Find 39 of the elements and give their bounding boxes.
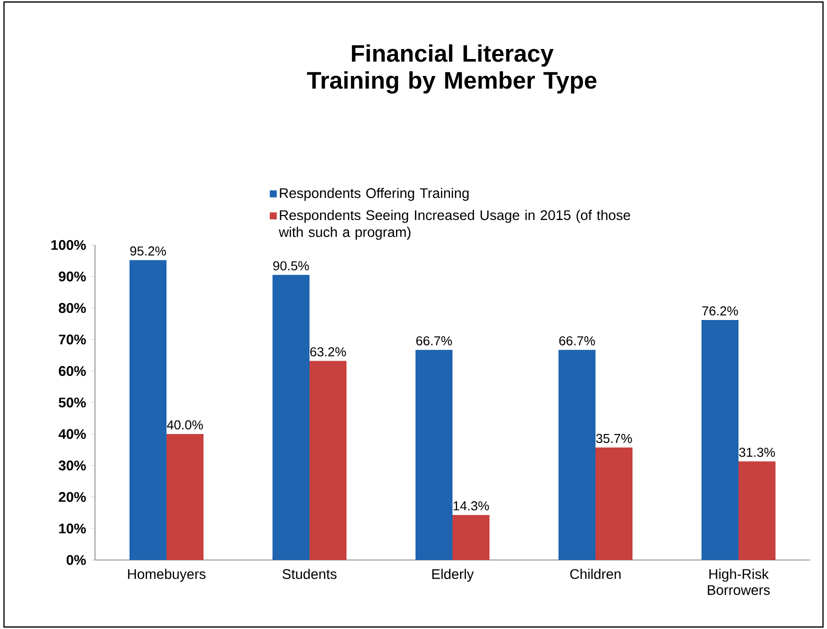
y-tick-label: 20% — [58, 492, 86, 502]
data-label: 95.2% — [130, 246, 166, 256]
bar — [166, 434, 204, 560]
y-tick-label: 80% — [58, 303, 86, 313]
bar — [596, 448, 633, 560]
chart-title: Financial Literacy Training by Member Type — [307, 44, 596, 94]
x-tick-label: Students — [282, 568, 337, 580]
x-tick-label: Children — [570, 568, 621, 580]
y-tick-label: 30% — [58, 460, 86, 470]
data-label: 66.7% — [559, 336, 595, 346]
bar — [130, 260, 166, 560]
bar — [310, 360, 347, 560]
bar — [272, 274, 310, 560]
data-label: 14.3% — [454, 501, 489, 510]
y-tick-label: 90% — [58, 272, 86, 282]
bar — [558, 350, 596, 560]
data-label: 63.2% — [310, 347, 346, 356]
y-tick-label: 0% — [66, 555, 86, 565]
x-tick-label: Elderly — [432, 568, 474, 582]
bar — [416, 350, 453, 560]
data-label: 40.0% — [166, 420, 203, 430]
data-label: 66.7% — [416, 336, 452, 346]
y-tick-label: 10% — [59, 524, 86, 534]
bar — [452, 514, 490, 560]
x-tick-label: Homebuyers — [128, 568, 206, 582]
y-tick-label: 70% — [58, 334, 86, 344]
y-tick-label: 50% — [58, 398, 86, 408]
legend-label: Respondents Seeing Increased Usage in 2015 (of those with such a program) — [278, 210, 630, 240]
data-label: 31.3% — [739, 448, 775, 457]
data-label: 35.7% — [596, 434, 632, 444]
bar — [702, 320, 739, 560]
data-label: 76.2% — [702, 306, 738, 316]
legend-label: Respondents Offering Training — [280, 188, 469, 201]
data-label: 90.5% — [273, 261, 309, 270]
y-tick-label: 40% — [58, 429, 86, 439]
y-tick-label: 100% — [51, 240, 86, 250]
x-tick-label: High-Risk Borrowers — [708, 568, 770, 595]
bar — [738, 461, 776, 560]
y-tick-label: 60% — [58, 366, 86, 376]
